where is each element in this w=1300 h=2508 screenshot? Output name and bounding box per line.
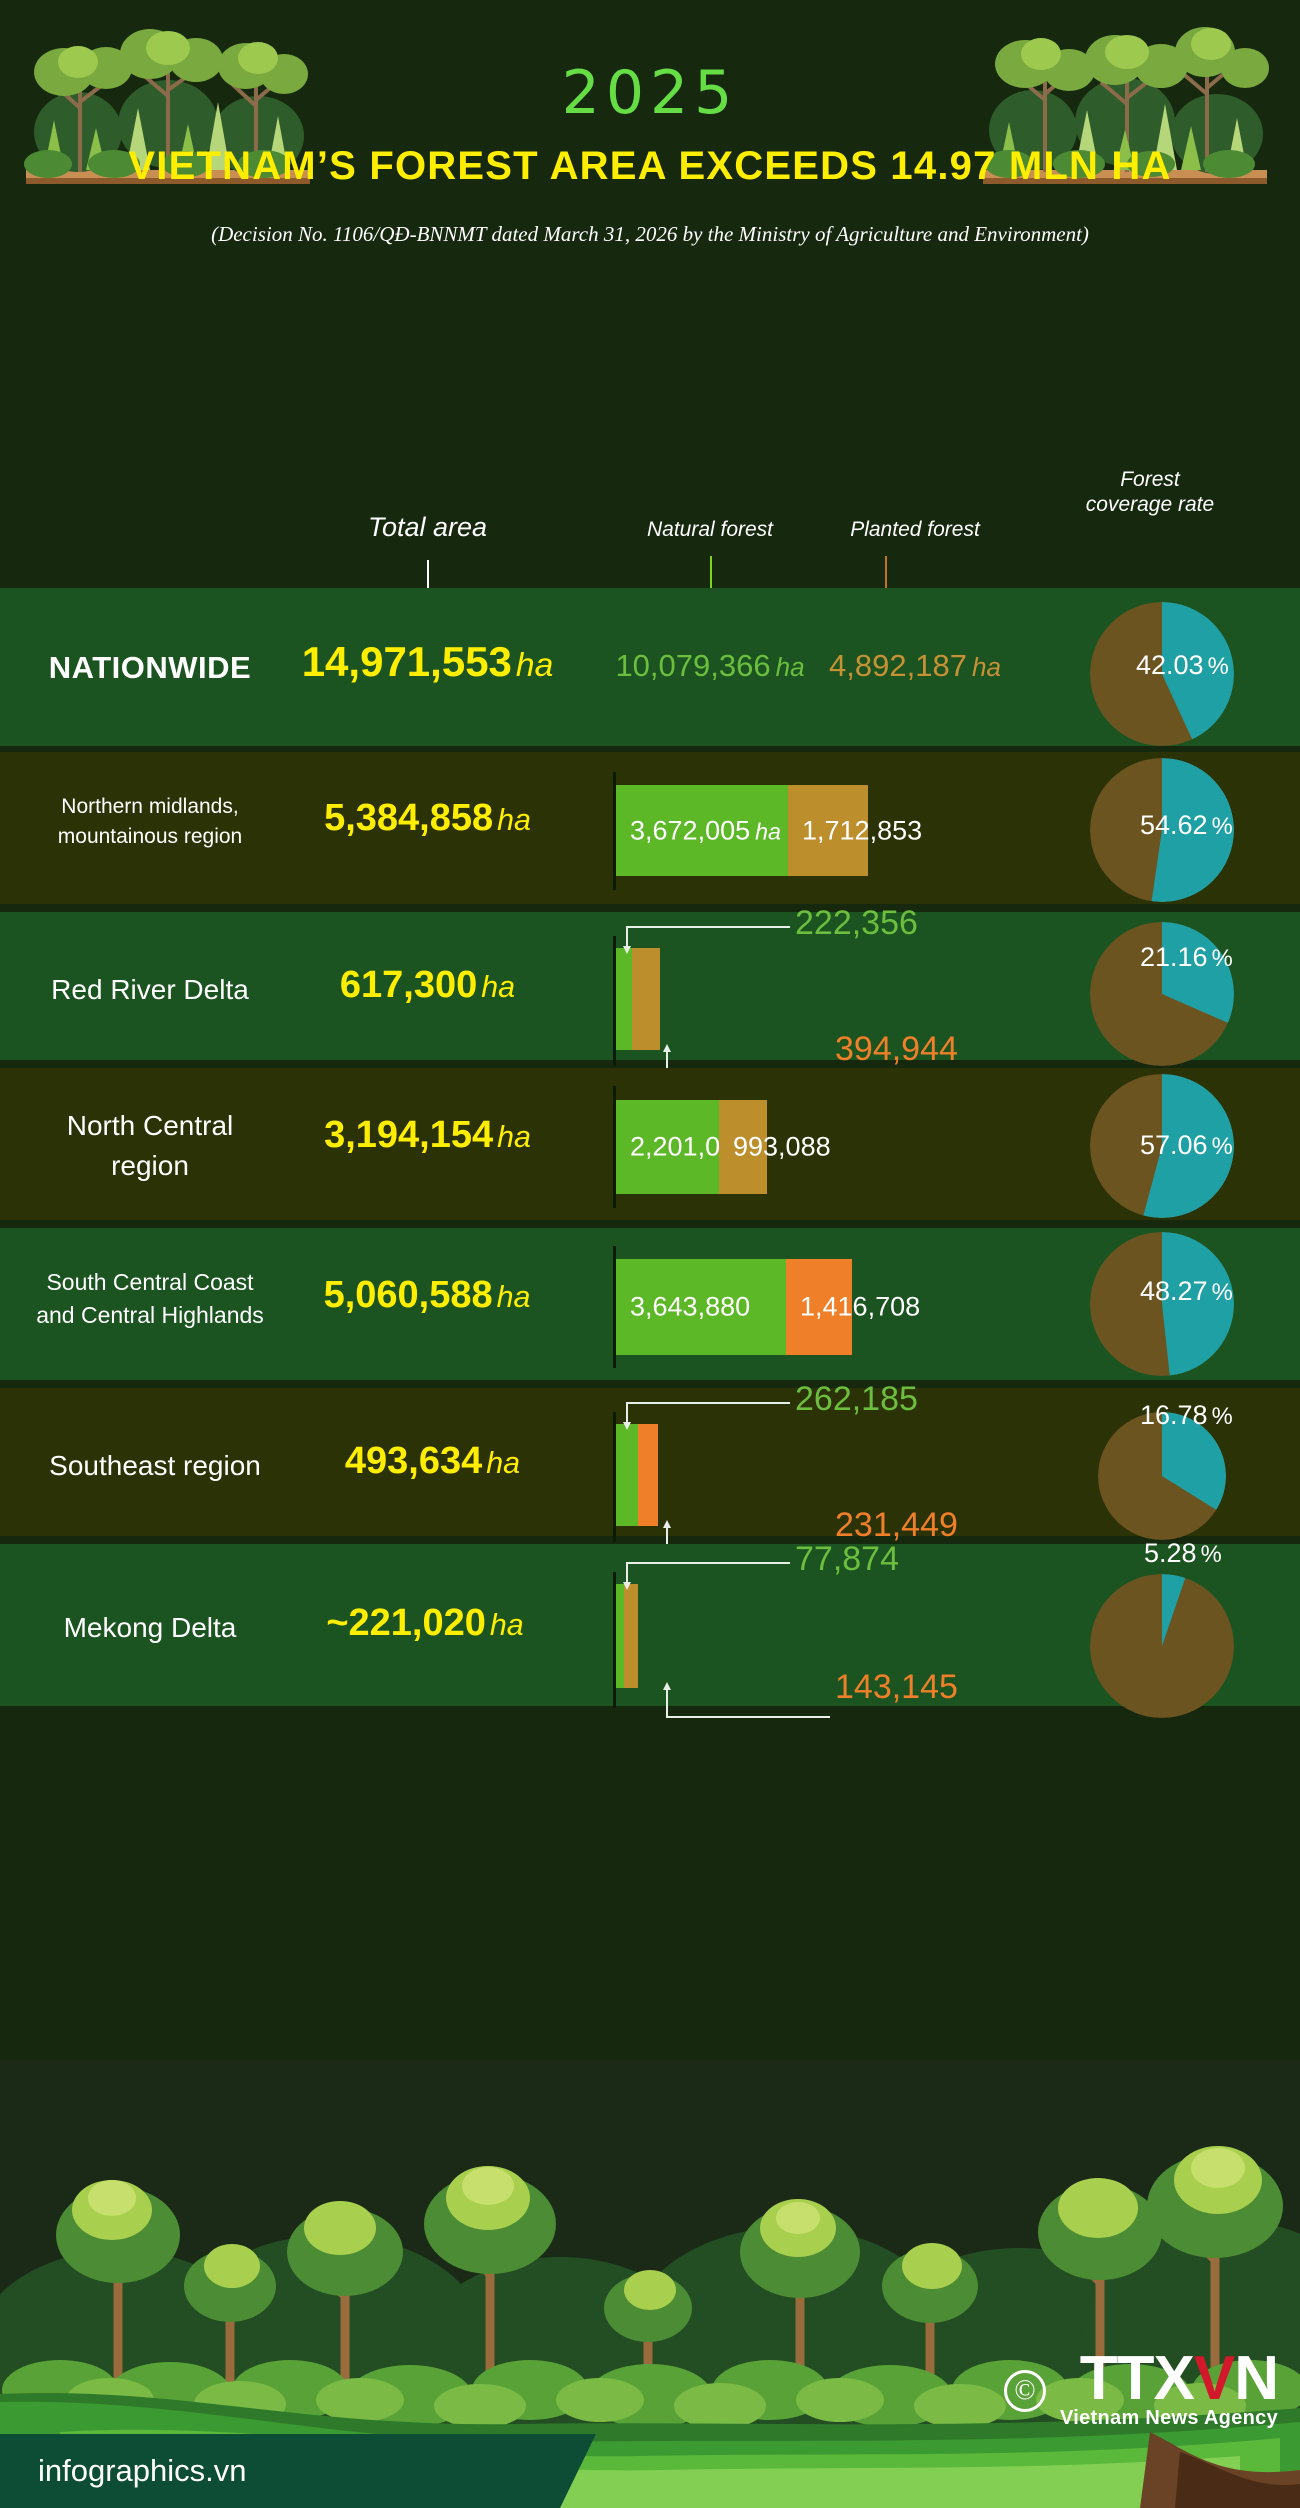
planted-forest-value: 143,145 (835, 1668, 958, 1706)
region-label: Southeast region (49, 1450, 261, 1481)
stacked-bar: 3,643,880 1,416,708 (616, 1259, 920, 1355)
coverage-rate-pie (1090, 758, 1234, 902)
coverage-rate-line2: coverage rate (1085, 492, 1215, 516)
stacked-bar (616, 1584, 638, 1688)
natural-leader-line (620, 1562, 790, 1590)
table-row-nationwide: NATIONWIDE 14,971,553 ha 10,079,366 ha 4,8… (0, 588, 1300, 746)
stacked-bar (616, 948, 660, 1050)
natural-leader-line (620, 926, 790, 954)
bar-planted-label: 1,712,853 (802, 815, 923, 845)
total-area-value: 5,384,858 ha (324, 797, 531, 839)
table-row-south-central-coast: South Central Coast and Central Highland… (0, 1228, 1300, 1380)
bar-segment-natural (616, 948, 632, 1050)
total-area-value: 493,634 ha (344, 1440, 521, 1482)
column-header-coverage-rate: Forest coverage rate (1055, 468, 1245, 518)
coverage-rate-label: 5.28% (1144, 1538, 1222, 1568)
region-label: NATIONWIDE (48, 650, 252, 685)
bar-axis (613, 936, 616, 1066)
coverage-rate-pie (1090, 602, 1234, 746)
total-area-value: 617,300 ha (339, 964, 516, 1006)
coverage-rate-pie (1090, 922, 1234, 1066)
region-label: Northern midlands, mountainous region (57, 795, 243, 848)
bar-segment-natural: 2,201,066 (616, 1100, 750, 1194)
total-area-value: 3,194,154 ha (324, 1114, 531, 1156)
table-row-red-river-delta: Red River Delta 617,300 ha 222,356 394,94… (0, 904, 1300, 1080)
coverage-rate-pie (1090, 1232, 1234, 1376)
coverage-rate-label: 48.27% (1140, 1276, 1233, 1306)
natural-forest-value: 10,079,366 ha (615, 648, 805, 683)
planted-forest-value: 394,944 (835, 1030, 958, 1068)
region-label: Mekong Delta (63, 1612, 237, 1643)
column-header-total-area: Total area (367, 512, 488, 542)
stacked-bar (616, 1424, 658, 1526)
copyright-icon: © (1003, 2370, 1046, 2412)
planted-leader-line (620, 1682, 830, 1718)
natural-forest-value: 222,356 (795, 904, 918, 942)
footer-illustration: infographics.vn © TTXVN Vietnam News Age… (0, 2060, 1300, 2508)
bar-axis (613, 1412, 616, 1542)
page-subtitle: (Decision No. 1106/QĐ-BNNMT dated March … (211, 222, 1089, 246)
coverage-rate-label: 54.62% (1140, 810, 1233, 840)
total-area-value: 5,060,588 ha (323, 1274, 531, 1316)
bar-segment-planted (632, 948, 660, 1050)
natural-leader-line (620, 1402, 790, 1430)
header: 2025 VIETNAM’S FOREST AREA EXCEEDS 14.97… (0, 0, 1300, 588)
ttxvn-wordmark: TTXVN (1079, 2343, 1279, 2413)
total-area-value: 14,971,553 ha (301, 638, 554, 685)
bar-axis (613, 1086, 616, 1208)
bar-segment-natural: 3,643,880 (616, 1259, 786, 1355)
forest-illustration-left (24, 29, 310, 184)
bar-axis (613, 1246, 616, 1368)
bar-planted-label: 993,088 (733, 1131, 831, 1162)
table-row-mekong-delta: Mekong Delta ~221,020 ha 77,874 143,145 5… (0, 1538, 1300, 1718)
site-url-tab: infographics.vn (0, 2434, 596, 2508)
site-url: infographics.vn (38, 2453, 247, 2488)
page-title: VIETNAM’S FOREST AREA EXCEEDS 14.97 MLN … (128, 144, 1172, 188)
natural-forest-value: 262,185 (795, 1380, 918, 1418)
bar-segment-natural (616, 1584, 624, 1688)
bar-segment-natural (616, 1424, 638, 1526)
bar-axis (613, 772, 616, 890)
coverage-rate-label: 57.06% (1140, 1130, 1233, 1160)
region-label: South Central Coast and Central Highland… (36, 1269, 264, 1328)
forest-scene (0, 2060, 1300, 2508)
natural-forest-value: 77,874 (795, 1540, 899, 1578)
bar-segment-planted: 1,416,708 (786, 1259, 920, 1355)
coverage-rate-label: 42.03% (1136, 650, 1229, 680)
agency-name: Vietnam News Agency (1059, 2407, 1278, 2429)
coverage-rate-label: 16.78% (1140, 1400, 1233, 1430)
planted-forest-value: 231,449 (835, 1506, 958, 1544)
coverage-rate-pie (1098, 1412, 1226, 1540)
bar-segment-planted (638, 1424, 658, 1526)
page-year: 2025 (561, 58, 739, 128)
total-area-value: ~221,020 ha (326, 1602, 524, 1644)
coverage-rate-line1: Forest (1120, 468, 1180, 491)
bar-natural-label: 3,672,005 ha (630, 815, 781, 845)
column-header-planted-forest: Planted forest (850, 518, 980, 541)
forest-illustration-right (983, 27, 1269, 184)
coverage-rate-label: 21.16% (1140, 942, 1233, 972)
coverage-rate-pie (1090, 1074, 1234, 1218)
bar-segment-planted: 993,088 (719, 1100, 831, 1194)
table-row-north-central: North Central region 3,194,154 ha 2,201,0… (0, 1068, 1300, 1220)
bar-segment-planted: 1,712,853 (788, 785, 922, 876)
planted-forest-value: 4,892,187 ha (829, 648, 1001, 683)
coverage-rate-pie (1090, 1574, 1234, 1718)
region-label: North Central region (66, 1110, 234, 1181)
bar-segment-natural: 3,672,005 ha (616, 785, 788, 876)
bar-natural-label: 3,643,880 (630, 1291, 751, 1322)
table-row-northern-midlands: Northern midlands, mountainous region 5,… (0, 752, 1300, 904)
bar-planted-label: 1,416,708 (800, 1291, 921, 1322)
table-row-southeast: Southeast region 493,634 ha 262,185 231,4… (0, 1380, 1300, 1556)
column-header-natural-forest: Natural forest (646, 518, 774, 541)
bar-segment-planted (624, 1584, 638, 1688)
bar-axis (613, 1572, 616, 1708)
stacked-bar: 3,672,005 ha 1,712,853 (616, 785, 922, 876)
stacked-bar: 2,201,066 993,088 (616, 1100, 831, 1194)
ttxvn-logo: © TTXVN Vietnam News Agency (1003, 2343, 1279, 2430)
region-label: Red River Delta (51, 974, 249, 1005)
